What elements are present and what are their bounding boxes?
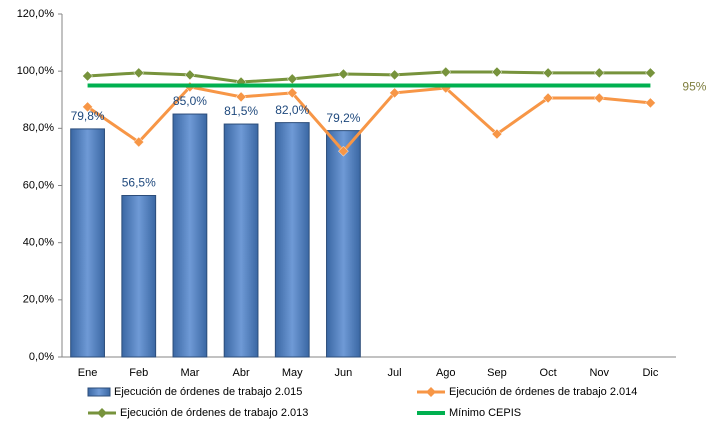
- marker: [593, 92, 605, 104]
- x-tick-label: Nov: [589, 367, 609, 379]
- marker: [133, 67, 145, 79]
- marker: [491, 66, 503, 78]
- value-label: 95%: [682, 80, 706, 94]
- marker: [389, 87, 400, 99]
- marker: [82, 70, 93, 82]
- marker: [82, 101, 93, 113]
- marker: [593, 67, 605, 79]
- legend-label: Ejecución de órdenes de trabajo 2.014: [449, 386, 637, 398]
- marker: [184, 69, 196, 81]
- y-tick-label: 120,0%: [17, 8, 55, 20]
- marker: [286, 87, 298, 99]
- marker: [440, 66, 452, 78]
- marker: [338, 145, 349, 157]
- marker: [235, 91, 247, 103]
- value-label: 79,2%: [326, 111, 360, 125]
- legend-label: Mínimo CEPIS: [449, 407, 521, 419]
- x-tick-label: May: [282, 367, 303, 379]
- y-tick-label: 20,0%: [23, 294, 54, 306]
- bar: [326, 130, 361, 358]
- x-tick-label: Dic: [642, 367, 658, 379]
- value-label: 85,0%: [173, 94, 207, 108]
- marker: [542, 92, 554, 104]
- marker: [338, 68, 349, 80]
- line: [87, 70, 651, 84]
- line: [86, 85, 651, 154]
- legend-marker: [426, 387, 436, 397]
- x-tick-label: Mar: [180, 367, 199, 379]
- legend-marker: [97, 408, 107, 418]
- marker: [491, 128, 503, 140]
- marker: [542, 67, 554, 79]
- x-tick-label: Jul: [388, 367, 402, 379]
- marker: [286, 73, 298, 85]
- bar: [172, 113, 208, 358]
- x-tick-label: Oct: [540, 367, 557, 379]
- x-tick-label: Sep: [487, 367, 507, 379]
- y-tick-label: 0,0%: [29, 351, 54, 363]
- value-label: 82,0%: [275, 103, 309, 117]
- marker: [133, 136, 145, 148]
- x-tick-label: Jun: [335, 367, 353, 379]
- bar: [70, 128, 105, 358]
- y-tick-label: 60,0%: [23, 179, 54, 191]
- x-tick-label: Feb: [129, 367, 148, 379]
- value-label: 79,8%: [71, 109, 105, 123]
- bar: [274, 122, 310, 358]
- legend-label: Ejecución de órdenes de trabajo 2.015: [114, 386, 302, 398]
- x-tick-label: Ene: [78, 367, 98, 379]
- x-tick-label: Ago: [436, 367, 456, 379]
- value-label: 56,5%: [122, 176, 156, 190]
- x-tick-label: Abr: [233, 367, 250, 379]
- bar: [121, 195, 157, 358]
- y-tick-label: 100,0%: [17, 65, 55, 77]
- legend-swatch: [87, 387, 111, 397]
- y-tick-label: 40,0%: [23, 237, 54, 249]
- value-label: 81,5%: [224, 104, 258, 118]
- marker: [389, 69, 400, 81]
- marker: [645, 97, 656, 109]
- marker: [645, 67, 656, 79]
- bar: [223, 123, 259, 358]
- legend-label: Ejecución de órdenes de trabajo 2.013: [120, 407, 308, 419]
- y-tick-label: 80,0%: [23, 122, 54, 134]
